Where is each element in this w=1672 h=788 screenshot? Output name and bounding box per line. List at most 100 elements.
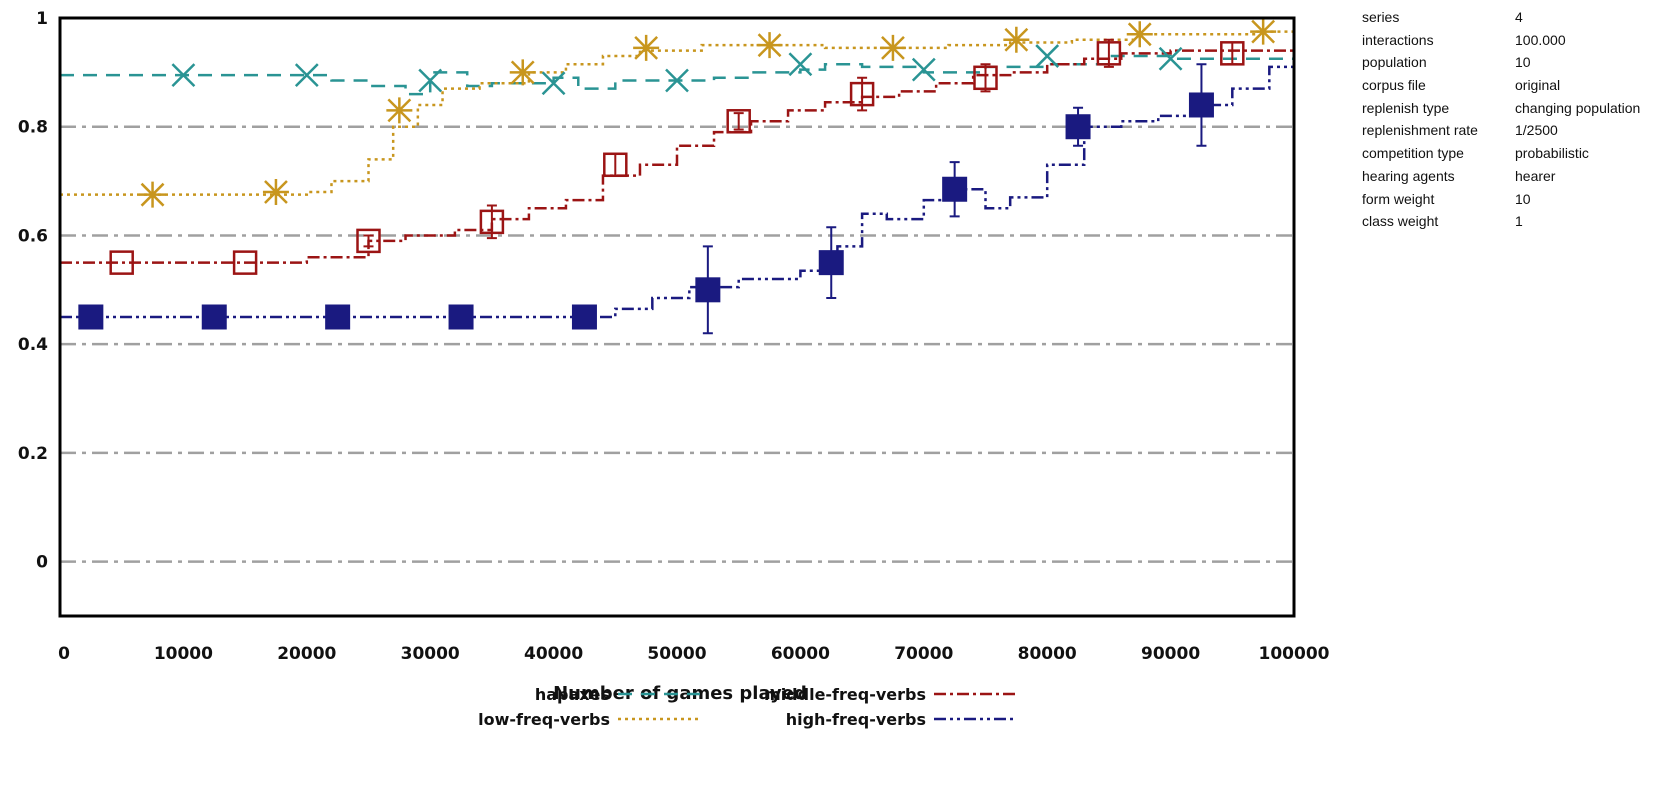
parameter-row: form weight 10	[1362, 188, 1640, 211]
data-point-marker	[1096, 41, 1122, 66]
legend-label: middle-freq-verbs	[764, 685, 926, 704]
parameter-value: 10	[1515, 54, 1531, 71]
series-line-low-freq-verbs	[60, 30, 1294, 196]
parameter-row: interactions 100.000	[1362, 29, 1640, 52]
data-point-marker	[571, 304, 597, 330]
x-tick-label: 10000	[154, 644, 213, 664]
data-point-marker	[1250, 18, 1277, 45]
data-point-marker	[541, 71, 566, 96]
x-tick-label: 70000	[894, 644, 953, 664]
legend-label: hapaxes	[535, 685, 610, 704]
data-point-marker	[262, 178, 289, 205]
parameter-value: 10	[1515, 190, 1531, 207]
chart: 1 0.8 0.6 0.4 0.2 0 0 10000 20000 30000 40000 50000…	[18, 9, 1330, 729]
data-point-marker	[818, 250, 844, 276]
data-point-marker	[139, 181, 166, 208]
y-tick-label: 0.6	[18, 226, 48, 246]
x-tick-label: 30000	[401, 644, 460, 664]
data-point-marker	[325, 304, 351, 330]
legend-item-high-freq-verbs: high-freq-verbs	[786, 710, 1016, 729]
error-bar	[363, 234, 374, 248]
error-bar	[1103, 38, 1114, 68]
data-point-marker	[973, 65, 998, 91]
data-point-marker	[665, 68, 689, 93]
x-tick-label: 60000	[771, 644, 830, 664]
error-bar	[980, 63, 991, 93]
data-point-marker	[633, 34, 660, 61]
parameter-panel: series 4 interactions 100.000 population 10 co…	[1362, 6, 1640, 233]
parameter-row: series 4	[1362, 6, 1640, 29]
data-point-marker	[942, 176, 968, 202]
series-line-high-freq-verbs	[60, 53, 1296, 319]
parameter-name: corpus file	[1362, 77, 1426, 94]
parameter-name: series	[1362, 9, 1400, 25]
parameter-value: 1	[1515, 213, 1523, 230]
data-point-marker	[448, 304, 474, 330]
parameter-name: competition type	[1362, 145, 1464, 162]
x-tick-label: 0	[58, 644, 70, 664]
data-point-marker	[695, 277, 721, 303]
parameter-row: competition type probabilistic	[1362, 142, 1640, 165]
parameter-name: hearing agents	[1362, 167, 1455, 184]
legend-label: low-freq-verbs	[478, 710, 610, 729]
parameter-value: hearer	[1515, 167, 1556, 184]
data-point-marker	[911, 57, 936, 82]
y-tick-label: 1	[36, 9, 48, 29]
parameter-value: probabilistic	[1515, 145, 1589, 162]
parameter-row: replenishment rate 1/2500	[1362, 119, 1640, 142]
x-tick-label: 100000	[1259, 644, 1330, 664]
x-tick-label: 20000	[277, 644, 336, 664]
data-point-marker	[1035, 44, 1060, 68]
parameter-row: corpus file original	[1362, 74, 1640, 97]
data-point-marker	[356, 228, 381, 254]
data-point-marker	[78, 304, 104, 330]
x-tick-label: 40000	[524, 644, 583, 664]
data-point-marker	[603, 152, 628, 178]
parameter-name: replenishment rate	[1362, 122, 1478, 139]
parameter-name: class weight	[1362, 213, 1439, 230]
data-point-marker	[849, 81, 875, 107]
series-line-middle-freq-verbs	[60, 49, 1294, 264]
x-tick-label: 80000	[1018, 644, 1077, 664]
parameter-value: original	[1515, 77, 1561, 94]
data-point-marker	[756, 32, 783, 59]
parameter-name: replenish type	[1362, 99, 1450, 116]
data-point-marker	[479, 209, 505, 235]
legend-label: high-freq-verbs	[786, 710, 926, 729]
data-point-marker	[232, 250, 258, 275]
data-point-marker	[726, 109, 751, 134]
tick-labels: 1 0.8 0.6 0.4 0.2 0 0 10000 20000 30000 40000 50000…	[18, 9, 1330, 664]
series-markers	[78, 18, 1277, 335]
data-point-marker	[788, 52, 813, 77]
data-point-marker	[171, 63, 196, 87]
parameter-name: population	[1362, 54, 1427, 71]
legend-item-low-freq-verbs: low-freq-verbs	[478, 710, 700, 729]
grid-lines	[60, 125, 1294, 563]
parameter-value: 4	[1515, 9, 1523, 25]
x-tick-label: 90000	[1141, 644, 1200, 664]
data-point-marker	[386, 97, 413, 124]
legend-item-hapaxes: hapaxes	[535, 685, 700, 704]
data-point-marker	[1065, 114, 1091, 140]
error-bar	[1227, 41, 1238, 66]
x-axis-label: Number of games played	[553, 683, 807, 704]
data-point-marker	[294, 63, 319, 87]
plot-frame	[58, 16, 1296, 618]
data-point-marker	[109, 250, 134, 275]
parameter-row: class weight 1	[1362, 210, 1640, 233]
data-point-marker	[1003, 26, 1030, 53]
y-tick-label: 0.4	[18, 335, 48, 355]
parameter-name: form weight	[1362, 190, 1435, 207]
parameter-value: changing population	[1515, 99, 1641, 116]
parameter-value: 100.000	[1515, 31, 1566, 48]
y-tick-label: 0.2	[18, 444, 48, 464]
parameter-value: 1/2500	[1515, 122, 1558, 139]
data-point-marker	[1126, 21, 1153, 48]
parameter-name: interactions	[1362, 31, 1434, 48]
data-point-marker	[509, 59, 536, 86]
data-point-marker	[1188, 92, 1214, 118]
data-point-marker	[1158, 46, 1183, 71]
error-bar	[610, 152, 621, 177]
error-bar	[733, 112, 744, 131]
legend-item-middle-freq-verbs: middle-freq-verbs	[764, 685, 1016, 704]
